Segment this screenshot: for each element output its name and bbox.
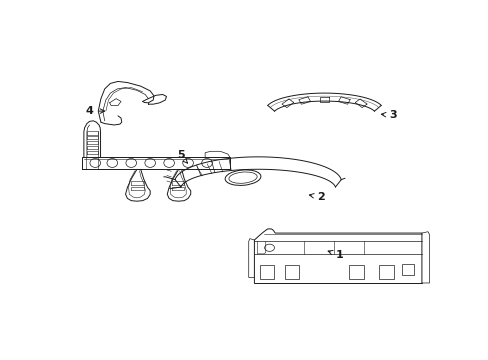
Bar (284, 265, 299, 279)
Text: 4: 4 (85, 106, 104, 116)
Bar (348, 265, 363, 279)
Text: 2: 2 (309, 192, 324, 202)
Text: 5: 5 (176, 150, 187, 163)
Bar (401, 264, 413, 275)
Text: 1: 1 (327, 250, 343, 260)
Bar (379, 265, 393, 279)
Bar (260, 265, 274, 279)
Text: 3: 3 (381, 110, 396, 120)
